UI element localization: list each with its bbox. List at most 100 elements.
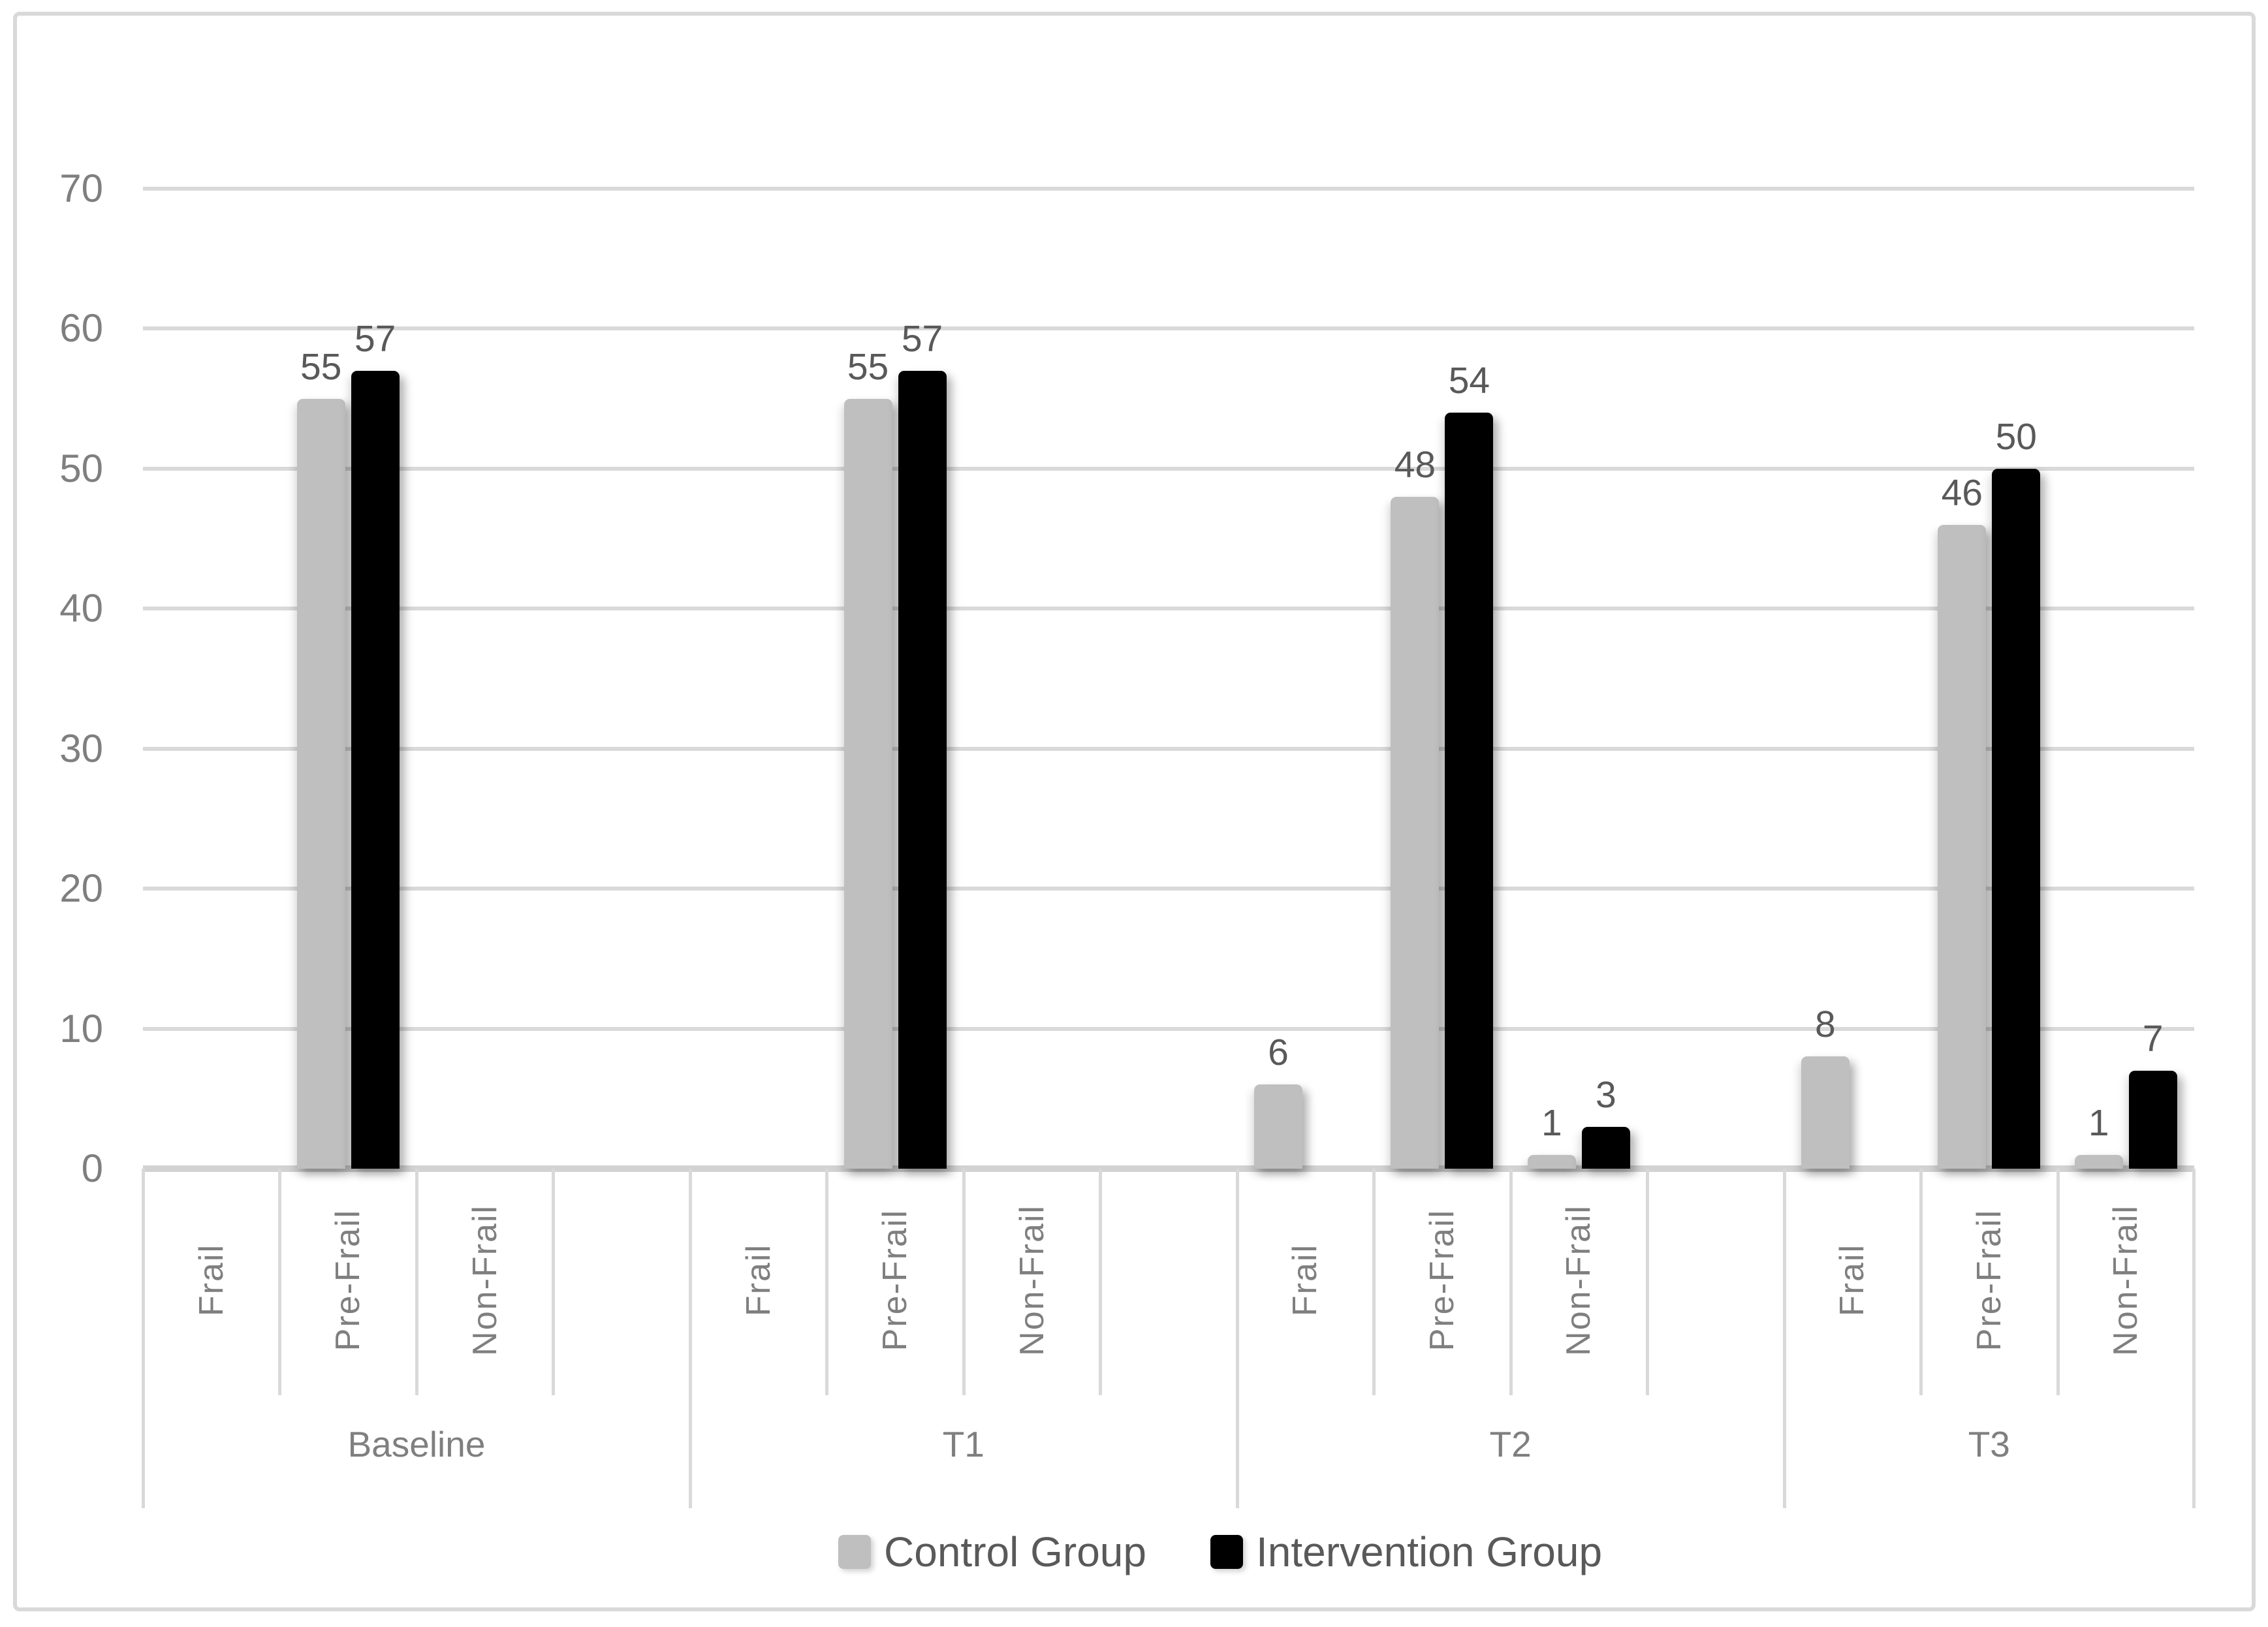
intervention-bar-slot: 54 — [1445, 189, 1494, 1169]
control-bar-slot — [571, 189, 619, 1169]
group-separator — [142, 1169, 145, 1508]
category-cell-baseline-frail — [143, 189, 279, 1169]
intervention-bar-slot — [488, 189, 536, 1169]
intervention-group-swatch — [1210, 1535, 1243, 1569]
category-cell-baseline-pre-frail: 55 57 — [279, 189, 416, 1169]
data-label: 1 — [1541, 1101, 1562, 1144]
data-label: 48 — [1394, 443, 1436, 486]
control-bar-slot — [707, 189, 755, 1169]
data-label: 57 — [901, 317, 943, 360]
control-bar-t1-pre-frail — [843, 398, 892, 1169]
control-group-swatch — [838, 1535, 871, 1569]
legend-item-intervention-group: Intervention Group — [1210, 1528, 1602, 1576]
y-tick-label-20: 20 — [59, 866, 103, 911]
gridline-10 — [143, 1026, 2194, 1031]
y-tick-label-10: 10 — [59, 1006, 103, 1050]
control-bar-slot — [433, 189, 482, 1169]
data-label: 55 — [300, 345, 342, 388]
data-label: 7 — [2142, 1017, 2164, 1060]
group-separator — [1235, 1169, 1239, 1508]
category-label-t2-non-frail: Non-Frail — [1511, 1178, 1647, 1382]
category-cell-t3-pre-frail: 46 50 — [1921, 189, 2057, 1169]
gridline-60 — [143, 326, 2194, 331]
intervention-bar-t3-non-frail — [2128, 1070, 2177, 1169]
legend-label-control-group: Control Group — [884, 1528, 1146, 1575]
control-bar-t3-frail — [1801, 1056, 1850, 1169]
control-bar-slot: 48 — [1391, 189, 1440, 1169]
category-label-text: Pre-Frail — [1970, 1208, 2008, 1351]
category-separator — [1919, 1169, 1923, 1395]
y-tick-label-50: 50 — [59, 446, 103, 490]
intervention-bar-slot — [1035, 189, 1083, 1169]
legend: Control Group Intervention Group — [838, 1528, 1602, 1576]
group-separator — [1782, 1169, 1786, 1508]
intervention-bar-slot: 3 — [1581, 189, 1630, 1169]
category-label-text: Non-Frail — [1013, 1204, 1051, 1356]
category-separator — [415, 1169, 418, 1395]
gridline-20 — [143, 887, 2194, 891]
control-bar-slot: 55 — [843, 189, 892, 1169]
category-separator — [962, 1169, 966, 1395]
category-label-text: Frail — [192, 1243, 230, 1317]
data-label: 50 — [1995, 415, 2037, 458]
intervention-bar-t2-pre-frail — [1445, 413, 1494, 1169]
legend-item-control-group: Control Group — [838, 1528, 1146, 1576]
intervention-bar-slot: 50 — [1992, 189, 2041, 1169]
category-label-t1-pre-frail: Pre-Frail — [827, 1178, 963, 1382]
control-bar-slot: 8 — [1801, 189, 1850, 1169]
control-bar-slot: 1 — [2074, 189, 2123, 1169]
category-cell-t2-frail: 6 — [1237, 189, 1374, 1169]
y-tick-label-70: 70 — [59, 166, 103, 210]
category-separator — [1509, 1169, 1513, 1395]
category-label-text: Pre-Frail — [876, 1208, 915, 1351]
control-bar-t3-non-frail — [2074, 1154, 2123, 1169]
gridline-40 — [143, 607, 2194, 611]
control-bar-slot — [160, 189, 208, 1169]
control-bar-slot: 46 — [1938, 189, 1987, 1169]
control-bar-slot: 6 — [1253, 189, 1302, 1169]
gridline-70 — [143, 187, 2194, 191]
control-bar-slot: 1 — [1527, 189, 1576, 1169]
category-label-text: Non-Frail — [1560, 1204, 1598, 1356]
intervention-bar-t1-pre-frail — [898, 370, 947, 1169]
group-label-baseline: Baseline — [347, 1424, 486, 1464]
category-label-text: Pre-Frail — [329, 1208, 368, 1351]
category-separator — [1099, 1169, 1103, 1395]
category-separator — [825, 1169, 829, 1395]
category-label-text: Pre-Frail — [1423, 1208, 1461, 1351]
category-cell-t2-spacer — [1647, 189, 1784, 1169]
intervention-bar-slot — [1718, 189, 1767, 1169]
y-tick-label-40: 40 — [59, 586, 103, 631]
group-separator — [2192, 1169, 2196, 1508]
data-label: 3 — [1596, 1073, 1616, 1116]
category-label-text: Frail — [739, 1243, 778, 1317]
category-label-t3-frail: Frail — [1784, 1178, 1921, 1382]
data-label: 55 — [847, 345, 889, 388]
category-cell-t3-frail: 8 — [1784, 189, 1921, 1169]
control-bar-slot — [1664, 189, 1712, 1169]
category-label-baseline-pre-frail: Pre-Frail — [279, 1178, 416, 1382]
gridline-50 — [143, 466, 2194, 471]
data-label: 1 — [2088, 1101, 2109, 1144]
control-bar-baseline-pre-frail — [296, 398, 345, 1169]
category-label-t2-pre-frail: Pre-Frail — [1374, 1178, 1510, 1382]
control-bar-t2-non-frail — [1527, 1154, 1576, 1169]
category-separator — [1372, 1169, 1376, 1395]
category-label-text: Frail — [1286, 1243, 1325, 1317]
group-label-t1: T1 — [942, 1424, 984, 1464]
control-bar-t2-frail — [1253, 1084, 1302, 1169]
intervention-bar-slot: 57 — [898, 189, 947, 1169]
intervention-bar-baseline-pre-frail — [351, 370, 400, 1169]
category-cell-t1-frail — [690, 189, 827, 1169]
category-label-t1-frail: Frail — [690, 1178, 827, 1382]
category-label-text: Non-Frail — [465, 1204, 504, 1356]
control-bar-slot — [1117, 189, 1165, 1169]
category-cell-t2-pre-frail: 48 54 — [1374, 189, 1510, 1169]
group-separator — [688, 1169, 692, 1508]
category-label-t3-pre-frail: Pre-Frail — [1921, 1178, 2057, 1382]
intervention-bar-slot — [214, 189, 262, 1169]
legend-label-intervention-group: Intervention Group — [1255, 1528, 1603, 1575]
category-separator — [1646, 1169, 1650, 1395]
